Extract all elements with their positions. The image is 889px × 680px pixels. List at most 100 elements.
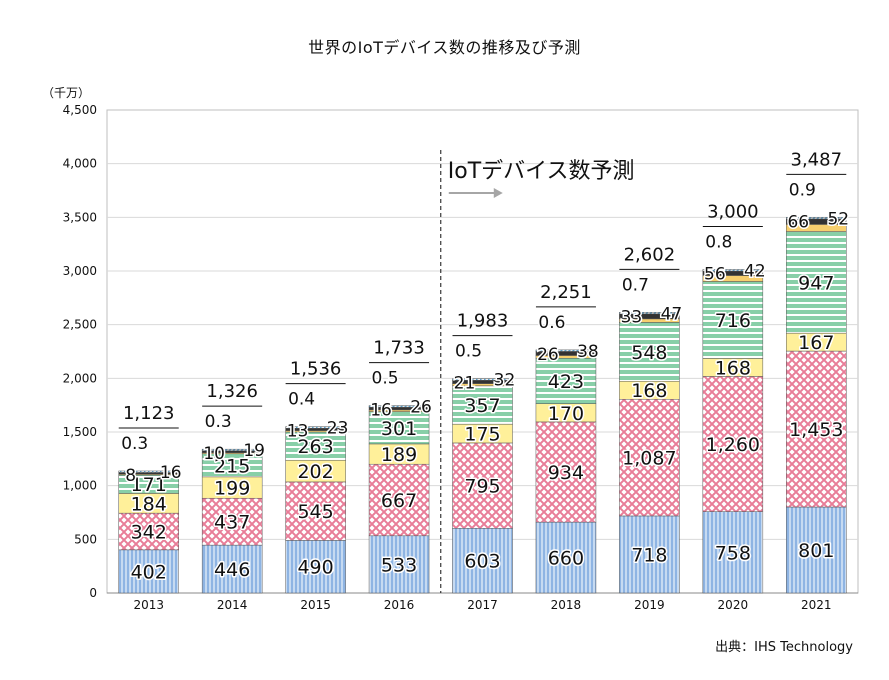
y-axis-ticks: 0 500 1,000 1,500 2,000 2,500 3,000 3,500 4,000 4… [63,103,97,600]
x-tick-label: 2018 [551,598,582,612]
bar-segment [285,481,346,541]
total-label: 1,123 [123,403,175,424]
data-label: 0.7 [622,275,649,295]
data-label: 167 [798,332,834,354]
data-label: 26 [410,398,432,418]
x-tick-label: 2020 [718,598,749,612]
data-label: 446 [214,559,250,581]
bar-segment [702,281,764,359]
bar-segment [285,426,346,429]
x-tick-label: 2017 [467,598,498,612]
total-label: 1,983 [457,311,509,332]
x-tick-label: 2013 [133,598,164,612]
x-tick-label: 2021 [801,598,832,612]
x-tick-label: 2014 [217,598,248,612]
data-label: 0.5 [455,342,482,362]
data-label: 175 [464,424,500,446]
data-label: 801 [798,540,834,562]
data-label: 758 [715,542,751,564]
data-label: 171 [131,474,167,496]
data-label: 490 [297,557,333,579]
total-label: 1,536 [290,359,342,380]
data-label: 533 [381,554,417,576]
bar-segment [619,322,680,382]
bar-segment [368,463,430,537]
data-label: 26 [537,345,559,365]
forecast-label: IoTデバイス数予測 [448,159,635,184]
y-tick-label: 0 [89,586,97,600]
total-label: 2,251 [540,282,592,303]
data-label: 263 [297,436,333,458]
bar-segment [786,231,847,334]
data-label: 32 [494,371,516,391]
bar-segment [201,497,263,546]
data-label: 8 [125,466,136,486]
bar-segment [786,217,847,220]
data-label: 1,260 [706,434,760,456]
data-label: 202 [297,461,333,483]
bar-segment [535,421,597,523]
data-label: 215 [214,455,250,477]
data-label: 23 [327,419,349,439]
bar-segment [201,544,263,594]
bar-segment [702,269,764,272]
bar-segment [452,378,513,381]
data-label: 545 [297,501,333,523]
chart-title: 世界のIoTデバイス数の推移及び予測 [308,38,581,57]
data-label: 0.3 [121,434,148,454]
data-label: 1,087 [622,448,676,470]
bar-segment [118,470,179,473]
data-label: 168 [715,357,751,379]
total-label: 3,487 [791,149,843,170]
data-label: 548 [631,342,667,364]
bar-segment [368,405,430,408]
data-label: 660 [548,548,584,570]
source-note: 出典：IHS Technology [715,640,853,655]
bars [118,217,847,594]
y-axis-unit: （千万） [42,86,91,100]
y-tick-label: 500 [74,532,97,546]
data-label: 13 [287,422,309,442]
forecast-arrow-head [493,188,503,198]
x-axis-ticks: 2013 2014 2015 2016 2017 2018 2019 2020 2021 [133,598,831,612]
total-label: 1,733 [373,338,425,359]
data-label: 402 [131,561,167,583]
y-tick-label: 3,500 [63,210,97,224]
bar-segment [619,399,680,517]
data-label: 934 [548,462,584,484]
x-tick-label: 2016 [384,598,415,612]
y-tick-label: 3,000 [63,264,97,278]
data-label: 16 [370,401,392,421]
y-tick-label: 4,000 [63,157,97,171]
data-label: 199 [214,478,250,500]
data-label: 19 [243,441,265,461]
data-label: 0.3 [205,412,232,432]
bar-segment [786,350,847,508]
bar-segment [452,528,513,594]
total-label: 1,326 [206,381,258,402]
data-label: 56 [704,265,726,285]
bar-segment [368,535,430,594]
data-label: 795 [464,476,500,498]
y-tick-label: 1,000 [63,479,97,493]
y-tick-label: 1,500 [63,425,97,439]
data-label: 21 [454,374,476,394]
data-label: 1,453 [789,419,843,441]
data-label: 52 [827,209,849,229]
data-label: 716 [715,310,751,332]
y-tick-label: 2,500 [63,318,97,332]
forecast-marker: IoTデバイス数予測 [440,150,635,593]
bar-segment [285,431,346,461]
total-label: 3,000 [707,202,759,223]
data-label: 423 [548,371,584,393]
data-label: 189 [381,444,417,466]
bar-segment [452,385,513,425]
data-label: 10 [203,444,225,464]
data-label: 342 [131,521,167,543]
data-label: 0.8 [705,233,732,253]
data-label: 0.5 [372,369,399,389]
bar-segment [786,506,847,594]
data-label: 0.4 [288,390,315,410]
